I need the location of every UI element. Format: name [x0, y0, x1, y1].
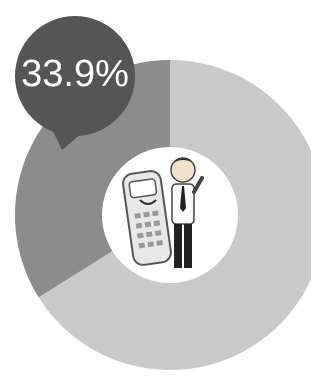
page: 33.9% (() => { const data = JSON.parse(d… [0, 0, 320, 377]
man-leg [174, 224, 182, 268]
value-label: 33.9% [21, 53, 129, 95]
chart: 33.9% [0, 0, 311, 377]
donut-hole [102, 147, 238, 283]
calculator-screen [129, 179, 157, 198]
man-head [171, 158, 195, 182]
man-leg [184, 224, 192, 268]
